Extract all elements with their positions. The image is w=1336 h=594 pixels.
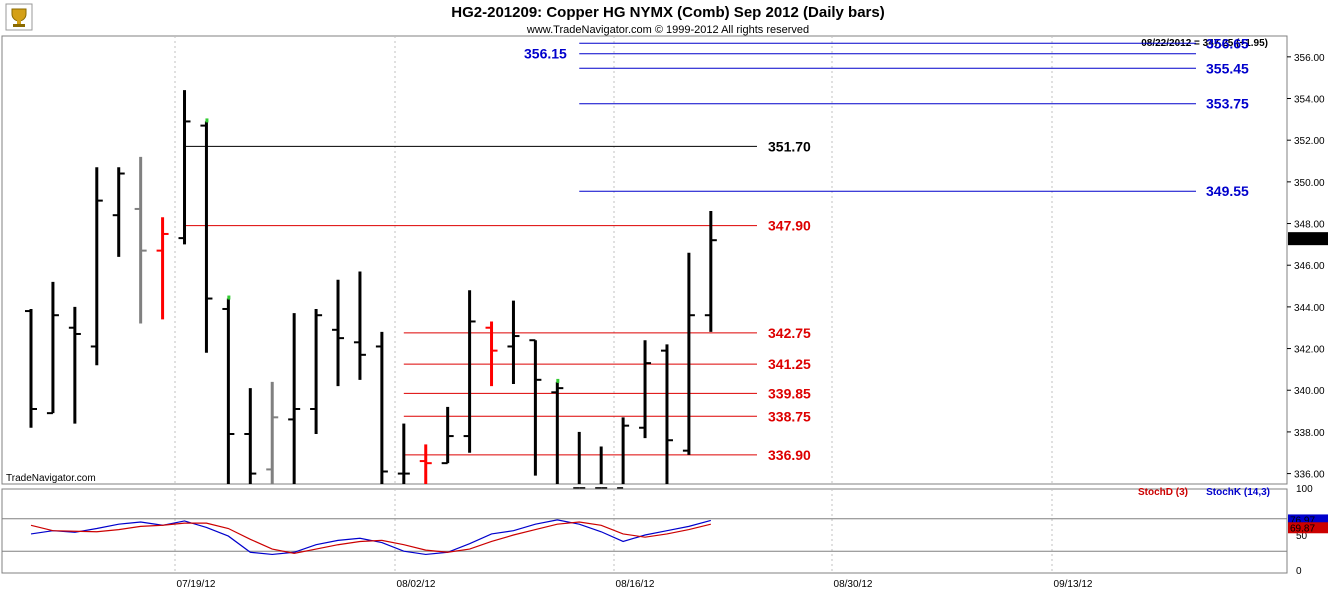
y-tick-label: 354.00 [1294,95,1325,106]
chart-title: HG2-201209: Copper HG NYMX (Comb) Sep 20… [451,4,884,21]
last-info: 08/22/2012 = 347.25 (+1.95) [1141,38,1268,49]
y-tick-label: 344.00 [1294,303,1325,314]
level-label: 339.85 [768,385,811,401]
stochd-value-label: 69.87 [1290,523,1315,534]
stochd-value-box [1288,522,1328,534]
stochastic-panel: 07/19/12 08/02/12 08/16/12 08/30/12 09/13/12… [1,484,1328,590]
stoch-series-line [30,521,711,554]
y-tick-label: 350.00 [1294,178,1325,189]
x-tick-label: 07/19/12 [177,579,216,590]
stoch-series-line [30,519,711,556]
last-price-box [1288,232,1328,246]
x-tick-label: 08/30/12 [834,579,873,590]
trophy-icon[interactable] [5,3,33,31]
level-label: 356.15 [524,46,567,62]
y-tick-label: 340.00 [1294,386,1325,397]
level-label: 356.65 [1206,35,1249,51]
stochk-value-label: 76.97 [1290,515,1315,526]
chart-subtitle: www.TradeNavigator.com © 1999-2012 All r… [526,24,809,36]
level-label: 351.70 [768,138,811,154]
level-label: 347.90 [768,218,811,234]
level-label: 338.75 [768,408,811,424]
price-panel: 356.00 354.00 352.00 350.00 348.00 346.00 344.… [1,35,1328,490]
x-tick-label: 08/16/12 [616,579,655,590]
level-label: 353.75 [1206,96,1249,112]
y-tick-label: 346.00 [1294,261,1325,272]
level-label: 336.90 [768,447,811,463]
y-tick-label: 336.00 [1294,470,1325,481]
stoch-frame [1,488,1288,574]
level-label: 342.75 [768,325,811,341]
watermark: TradeNavigator.com [6,473,96,484]
x-tick-label: 08/02/12 [397,579,436,590]
legend-stochd: StochD (3) [1138,487,1188,498]
stoch-y-tick-label: 50 [1296,531,1308,542]
stoch-y-tick-label: 100 [1296,484,1313,495]
x-tick-label: 09/13/12 [1054,579,1093,590]
last-price-label: 347.25 [1290,235,1321,246]
level-label: 355.45 [1206,60,1249,76]
y-tick-label: 352.00 [1294,136,1325,147]
stoch-y-tick-label: 0 [1296,566,1302,577]
signal-marker [556,378,560,383]
stochk-value-box [1288,514,1328,526]
legend-stochk: StochK (14,3) [1206,487,1270,498]
signal-marker [205,118,209,123]
level-label: 341.25 [768,356,811,372]
y-tick-label: 356.00 [1294,53,1325,64]
y-tick-label: 342.00 [1294,345,1325,356]
price-frame [1,35,1288,485]
level-label: 349.55 [1206,183,1249,199]
y-tick-label: 338.00 [1294,428,1325,439]
signal-marker [227,295,231,300]
y-tick-label: 348.00 [1294,220,1325,231]
